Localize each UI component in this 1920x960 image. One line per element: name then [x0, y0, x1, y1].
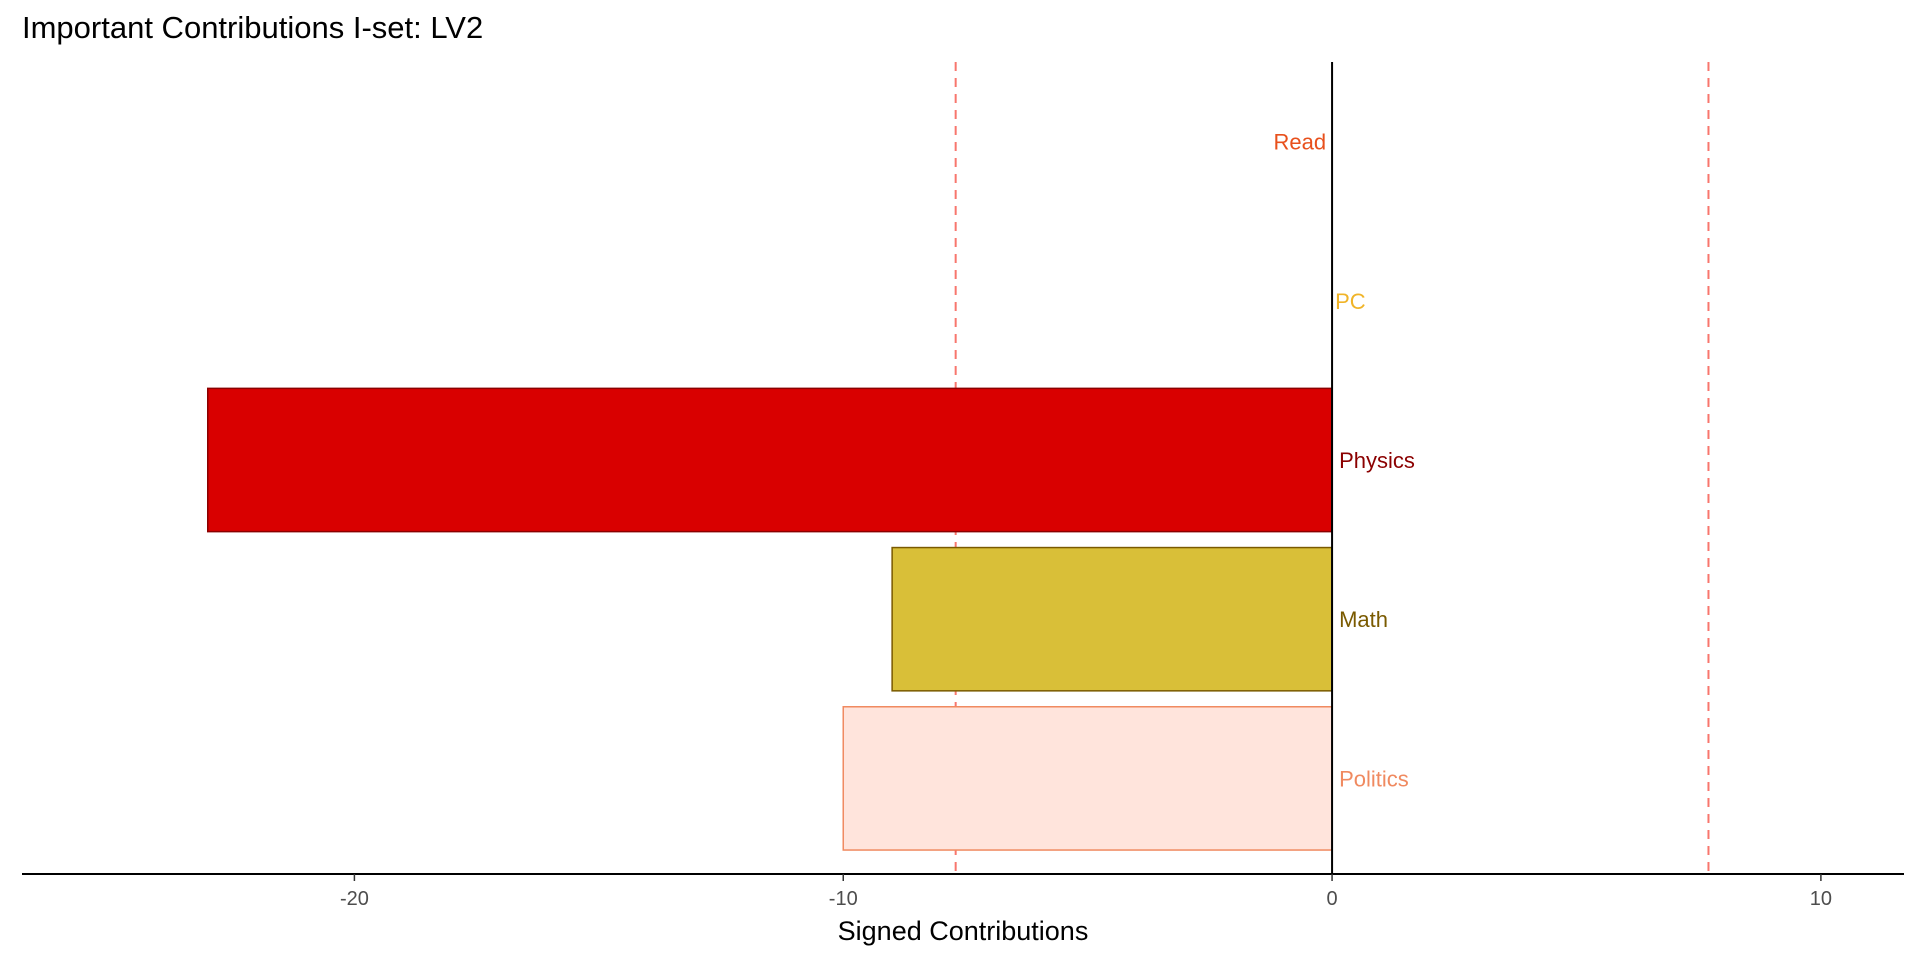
chart-title: Important Contributions I-set: LV2 [22, 10, 484, 45]
x-tick-label: -10 [829, 888, 858, 910]
x-axis-title: Signed Contributions [838, 916, 1089, 946]
bar-physics [207, 387, 1333, 533]
bar-politics [842, 706, 1333, 851]
bar-label-pc: PC [1335, 289, 1366, 314]
bar-label-physics: Physics [1339, 448, 1415, 473]
x-tick-label: -20 [340, 888, 369, 910]
x-tick-label: 0 [1327, 888, 1338, 910]
bar-label-read: Read [1273, 130, 1326, 155]
bar-label-politics: Politics [1339, 766, 1409, 791]
bar-label-math: Math [1339, 607, 1388, 632]
bars [207, 387, 1333, 851]
x-tick-label: 10 [1810, 888, 1832, 910]
bar-labels: Read PC Physics Math Politics [1273, 130, 1414, 792]
x-axis-ticks: -20 -10 0 10 [340, 874, 1832, 910]
bar-math [891, 546, 1333, 692]
